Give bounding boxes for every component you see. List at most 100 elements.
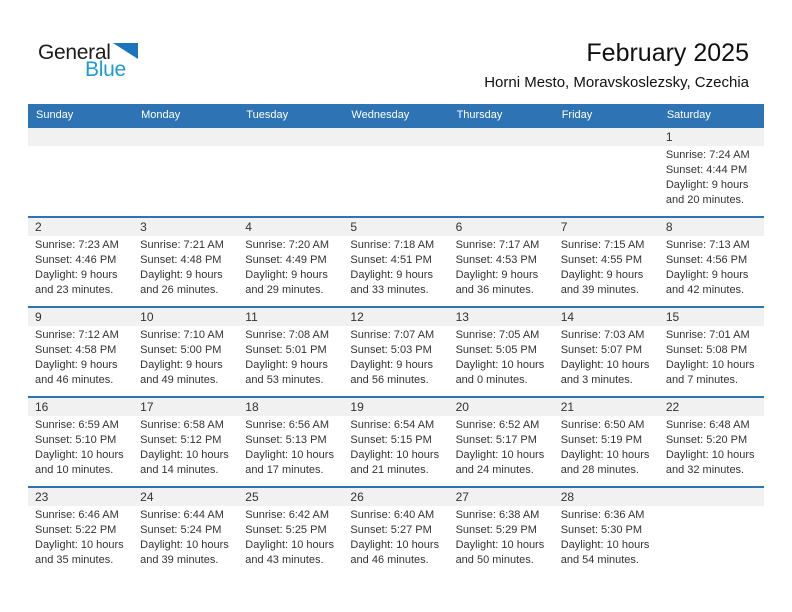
logo-triangle-icon — [112, 43, 138, 59]
daylight-text: Daylight: 9 hours and 36 minutes. — [455, 269, 539, 296]
sunrise-text: Sunrise: 7:07 AM — [350, 329, 435, 341]
day-details: Sunrise: 6:52 AM Sunset: 5:17 PM Daylight:… — [449, 416, 554, 478]
day-details: Sunrise: 6:58 AM Sunset: 5:12 PM Daylight:… — [133, 416, 238, 478]
day-number: 22 — [665, 400, 680, 414]
empty-day-cell — [238, 127, 344, 217]
sunset-text: Sunset: 5:29 PM — [455, 524, 537, 536]
day-cell-20: 20 Sunrise: 6:52 AM Sunset: 5:17 PM Dayligh… — [448, 397, 554, 487]
sunset-text: Sunset: 5:24 PM — [140, 524, 222, 536]
day-number — [133, 128, 238, 146]
day-cell-22: 22 Sunrise: 6:48 AM Sunset: 5:20 PM Dayligh… — [658, 397, 764, 487]
day-details: Sunrise: 6:42 AM Sunset: 5:25 PM Daylight:… — [238, 506, 343, 568]
day-number: 9 — [35, 310, 42, 324]
daylight-text: Daylight: 10 hours and 35 minutes. — [35, 539, 124, 566]
day-details: Sunrise: 7:20 AM Sunset: 4:49 PM Daylight:… — [238, 236, 343, 298]
day-details: Sunrise: 7:03 AM Sunset: 5:07 PM Daylight:… — [554, 326, 659, 388]
location-subtitle: Horni Mesto, Moravskoslezsky, Czechia — [484, 74, 749, 91]
day-cell-2: 2 Sunrise: 7:23 AM Sunset: 4:46 PM Daylight… — [28, 217, 134, 307]
sunrise-text: Sunrise: 6:42 AM — [245, 509, 330, 521]
daylight-text: Daylight: 10 hours and 32 minutes. — [665, 449, 755, 476]
day-header-wednesday: Wednesday — [343, 104, 449, 127]
day-of-week-row: Sunday Monday Tuesday Wednesday Thursday Frid… — [28, 104, 764, 127]
calendar-header: Sunday Monday Tuesday Wednesday Thursday Frid… — [28, 104, 764, 127]
sunrise-text: Sunrise: 7:24 AM — [665, 149, 750, 161]
daylight-text: Daylight: 9 hours and 33 minutes. — [350, 269, 433, 296]
day-number: 27 — [455, 490, 469, 504]
day-details: Sunrise: 7:01 AM Sunset: 5:08 PM Daylight:… — [659, 326, 764, 388]
sunrise-text: Sunrise: 6:44 AM — [140, 509, 224, 521]
sunset-text: Sunset: 4:51 PM — [350, 254, 432, 266]
daylight-text: Daylight: 10 hours and 50 minutes. — [455, 539, 545, 566]
sunset-text: Sunset: 4:55 PM — [560, 254, 643, 266]
day-number: 19 — [350, 400, 364, 414]
day-details: Sunrise: 7:08 AM Sunset: 5:01 PM Daylight:… — [238, 326, 343, 388]
day-number — [659, 488, 764, 506]
day-cell-8: 8 Sunrise: 7:13 AM Sunset: 4:56 PM Daylight… — [658, 217, 764, 307]
week-row: 1 Sunrise: 7:24 AM Sunset: 4:44 PM Daylight… — [28, 127, 764, 217]
day-cell-12: 12 Sunrise: 7:07 AM Sunset: 5:03 PM Dayligh… — [343, 307, 449, 397]
day-number: 1 — [665, 130, 673, 144]
day-details: Sunrise: 6:54 AM Sunset: 5:15 PM Daylight:… — [343, 416, 448, 478]
daylight-text: Daylight: 9 hours and 26 minutes. — [140, 269, 223, 296]
sunrise-text: Sunrise: 7:20 AM — [245, 239, 330, 251]
logo-text-blue: Blue — [85, 58, 126, 81]
sunrise-text: Sunrise: 7:23 AM — [35, 239, 119, 251]
day-cell-23: 23 Sunrise: 6:46 AM Sunset: 5:22 PM Dayligh… — [28, 487, 134, 576]
sunset-text: Sunset: 5:25 PM — [245, 524, 327, 536]
day-header-sunday: Sunday — [28, 104, 134, 127]
day-details: Sunrise: 7:10 AM Sunset: 5:00 PM Daylight:… — [133, 326, 238, 388]
day-details: Sunrise: 7:23 AM Sunset: 4:46 PM Daylight:… — [28, 236, 133, 298]
week-row: 23 Sunrise: 6:46 AM Sunset: 5:22 PM Dayligh… — [28, 487, 764, 576]
day-details: Sunrise: 7:17 AM Sunset: 4:53 PM Daylight:… — [449, 236, 554, 298]
day-cell-14: 14 Sunrise: 7:03 AM Sunset: 5:07 PM Dayligh… — [553, 307, 659, 397]
sunrise-text: Sunrise: 7:18 AM — [350, 239, 435, 251]
sunrise-text: Sunrise: 7:12 AM — [35, 329, 119, 341]
daylight-text: Daylight: 9 hours and 53 minutes. — [245, 359, 328, 386]
daylight-text: Daylight: 10 hours and 3 minutes. — [560, 359, 650, 386]
daylight-text: Daylight: 10 hours and 39 minutes. — [140, 539, 229, 566]
day-details: Sunrise: 7:24 AM Sunset: 4:44 PM Daylight:… — [659, 146, 764, 208]
daylight-text: Daylight: 9 hours and 42 minutes. — [665, 269, 749, 296]
daylight-text: Daylight: 9 hours and 49 minutes. — [140, 359, 223, 386]
sunset-text: Sunset: 5:05 PM — [455, 344, 537, 356]
sunrise-text: Sunrise: 6:40 AM — [350, 509, 435, 521]
sunset-text: Sunset: 5:22 PM — [35, 524, 117, 536]
daylight-text: Daylight: 10 hours and 10 minutes. — [35, 449, 124, 476]
day-header-friday: Friday — [553, 104, 659, 127]
day-cell-13: 13 Sunrise: 7:05 AM Sunset: 5:05 PM Dayligh… — [448, 307, 554, 397]
daylight-text: Daylight: 10 hours and 0 minutes. — [455, 359, 545, 386]
daylight-text: Daylight: 9 hours and 23 minutes. — [35, 269, 118, 296]
day-cell-5: 5 Sunrise: 7:18 AM Sunset: 4:51 PM Daylight… — [343, 217, 449, 307]
empty-day-cell — [658, 487, 764, 576]
sunset-text: Sunset: 4:46 PM — [35, 254, 117, 266]
day-number: 17 — [140, 400, 154, 414]
sunset-text: Sunset: 5:17 PM — [455, 434, 537, 446]
sunrise-text: Sunrise: 6:46 AM — [35, 509, 119, 521]
day-number: 28 — [560, 490, 575, 504]
day-number — [238, 128, 343, 146]
calendar-body: 1 Sunrise: 7:24 AM Sunset: 4:44 PM Daylight… — [28, 127, 764, 576]
day-number: 14 — [560, 310, 575, 324]
sunset-text: Sunset: 5:13 PM — [245, 434, 327, 446]
logo-top-row: General — [38, 42, 138, 63]
sunrise-text: Sunrise: 7:13 AM — [665, 239, 750, 251]
day-details: Sunrise: 7:05 AM Sunset: 5:05 PM Daylight:… — [449, 326, 554, 388]
day-details: Sunrise: 7:12 AM Sunset: 4:58 PM Daylight:… — [28, 326, 133, 388]
sunset-text: Sunset: 5:12 PM — [140, 434, 222, 446]
day-number — [28, 128, 133, 146]
sunset-text: Sunset: 4:53 PM — [455, 254, 537, 266]
daylight-text: Daylight: 10 hours and 46 minutes. — [350, 539, 440, 566]
day-cell-26: 26 Sunrise: 6:40 AM Sunset: 5:27 PM Dayligh… — [343, 487, 449, 576]
day-details: Sunrise: 7:07 AM Sunset: 5:03 PM Daylight:… — [343, 326, 448, 388]
day-number — [554, 128, 659, 146]
day-details: Sunrise: 6:56 AM Sunset: 5:13 PM Daylight:… — [238, 416, 343, 478]
sunrise-text: Sunrise: 6:50 AM — [560, 419, 645, 431]
day-header-monday: Monday — [133, 104, 239, 127]
empty-day-cell — [133, 127, 239, 217]
daylight-text: Daylight: 10 hours and 21 minutes. — [350, 449, 440, 476]
day-cell-28: 28 Sunrise: 6:36 AM Sunset: 5:30 PM Dayligh… — [553, 487, 659, 576]
day-details: Sunrise: 6:50 AM Sunset: 5:19 PM Daylight:… — [554, 416, 659, 478]
sunrise-text: Sunrise: 6:52 AM — [455, 419, 540, 431]
sunset-text: Sunset: 5:01 PM — [245, 344, 327, 356]
